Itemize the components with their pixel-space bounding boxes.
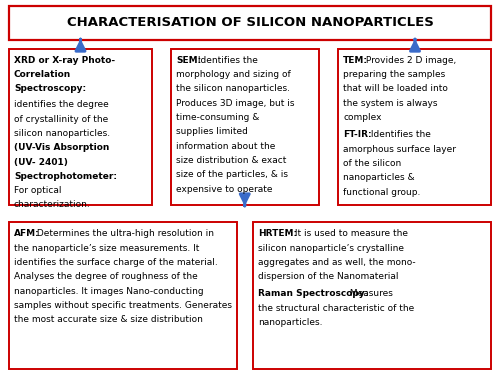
Text: (UV-Vis Absorption: (UV-Vis Absorption xyxy=(14,143,110,152)
Text: expensive to operate: expensive to operate xyxy=(176,185,272,194)
Text: Spectrophotometer:: Spectrophotometer: xyxy=(14,172,117,181)
Text: TEM:: TEM: xyxy=(343,56,368,65)
Text: Analyses the degree of roughness of the: Analyses the degree of roughness of the xyxy=(14,272,198,281)
Text: of crystallinity of the: of crystallinity of the xyxy=(14,115,108,124)
Bar xyxy=(9,49,152,205)
Text: XRD or X-ray Photo-: XRD or X-ray Photo- xyxy=(14,56,115,65)
Bar xyxy=(9,222,236,369)
Text: (UV- 2401): (UV- 2401) xyxy=(14,158,68,167)
Text: the most accurate size & size distribution: the most accurate size & size distributi… xyxy=(14,315,203,324)
Text: preparing the samples: preparing the samples xyxy=(343,70,446,79)
Text: Produces 3D image, but is: Produces 3D image, but is xyxy=(176,99,294,108)
Text: size distribution & exact: size distribution & exact xyxy=(176,156,286,165)
Text: Provides 2 D image,: Provides 2 D image, xyxy=(363,56,456,65)
Text: that will be loaded into: that will be loaded into xyxy=(343,84,448,93)
Text: Identifies the: Identifies the xyxy=(195,56,258,65)
Text: CHARACTERISATION OF SILICON NANOPARTICLES: CHARACTERISATION OF SILICON NANOPARTICLE… xyxy=(66,17,434,29)
Text: supplies limited: supplies limited xyxy=(176,127,248,136)
Text: amorphous surface layer: amorphous surface layer xyxy=(343,145,456,153)
Text: nanoparticles. It images Nano-conducting: nanoparticles. It images Nano-conducting xyxy=(14,287,203,296)
Text: nanoparticles.: nanoparticles. xyxy=(258,318,322,327)
Text: identifies the surface charge of the material.: identifies the surface charge of the mat… xyxy=(14,258,218,267)
Text: time-consuming &: time-consuming & xyxy=(176,113,260,122)
Text: Raman Spectroscopy:: Raman Spectroscopy: xyxy=(258,290,368,298)
Text: SEM:: SEM: xyxy=(176,56,202,65)
Text: complex: complex xyxy=(343,113,382,122)
Text: For optical: For optical xyxy=(14,186,62,195)
Text: the structural characteristic of the: the structural characteristic of the xyxy=(258,304,414,313)
Bar xyxy=(338,49,491,205)
Text: the nanoparticle’s size measurements. It: the nanoparticle’s size measurements. It xyxy=(14,244,200,253)
Text: characterization.: characterization. xyxy=(14,201,91,210)
Text: HRTEM:: HRTEM: xyxy=(258,229,297,238)
Text: dispersion of the Nanomaterial: dispersion of the Nanomaterial xyxy=(258,272,398,281)
Text: Measures: Measures xyxy=(347,290,393,298)
Text: samples without specific treatments. Generates: samples without specific treatments. Gen… xyxy=(14,301,232,310)
Bar xyxy=(9,6,491,40)
Text: nanoparticles &: nanoparticles & xyxy=(343,173,414,182)
Text: functional group.: functional group. xyxy=(343,188,420,196)
Bar xyxy=(253,222,491,369)
Text: aggregates and as well, the mono-: aggregates and as well, the mono- xyxy=(258,258,416,267)
Text: silicon nanoparticle’s crystalline: silicon nanoparticle’s crystalline xyxy=(258,244,404,253)
Text: Spectroscopy:: Spectroscopy: xyxy=(14,84,86,93)
Text: Identifies the: Identifies the xyxy=(368,130,431,139)
Text: identifies the degree: identifies the degree xyxy=(14,100,109,109)
Text: morphology and sizing of: morphology and sizing of xyxy=(176,70,291,79)
Text: Correlation: Correlation xyxy=(14,70,72,79)
Text: It is used to measure the: It is used to measure the xyxy=(292,229,408,238)
Text: the system is always: the system is always xyxy=(343,99,438,108)
Text: silicon nanoparticles.: silicon nanoparticles. xyxy=(14,129,110,138)
Text: information about the: information about the xyxy=(176,142,276,151)
Text: Determines the ultra-high resolution in: Determines the ultra-high resolution in xyxy=(34,229,214,238)
Text: size of the particles, & is: size of the particles, & is xyxy=(176,170,288,179)
Text: the silicon nanoparticles.: the silicon nanoparticles. xyxy=(176,84,290,93)
Text: AFM:: AFM: xyxy=(14,229,40,238)
Bar xyxy=(171,49,318,205)
Text: of the silicon: of the silicon xyxy=(343,159,401,168)
Text: FT-IR:: FT-IR: xyxy=(343,130,372,139)
